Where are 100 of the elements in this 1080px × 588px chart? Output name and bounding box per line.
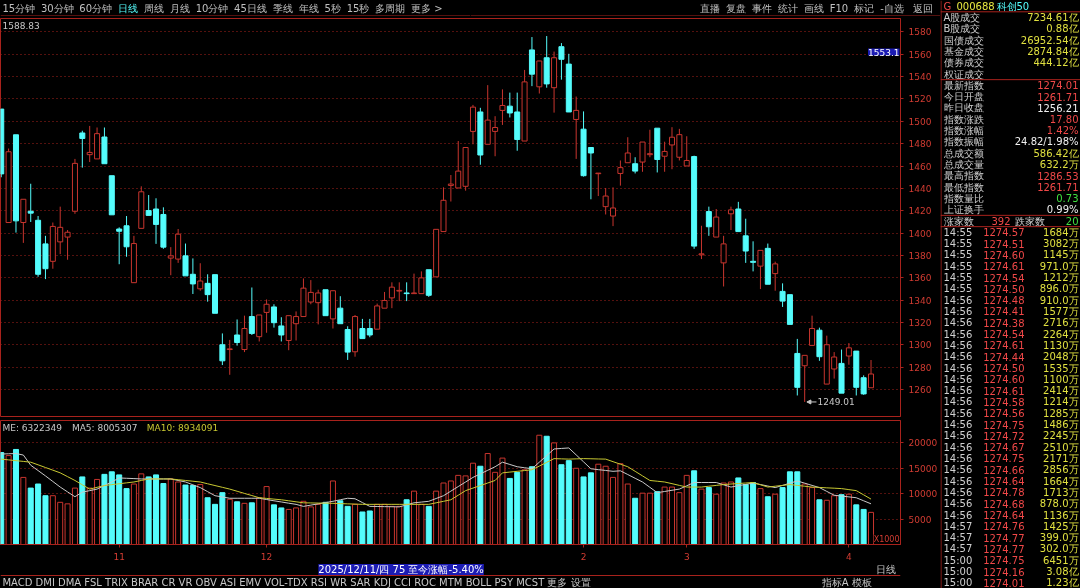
y-tick-label: 1280 [908, 362, 932, 373]
text: 14:56 1274.67 2510万 [943, 441, 1079, 454]
text: 14:56 1274.75 1486万 [943, 419, 1079, 431]
text: 14:56 1274.48 910.0万 [943, 294, 1079, 307]
text: MA10: 8934091 [146, 422, 219, 433]
text: 15:00 1274.01 1.23亿 [943, 577, 1079, 588]
y-tick-label: 10000 [908, 489, 938, 500]
text: 14:56 1274.58 1214万 [943, 396, 1079, 408]
text: 日线 [117, 3, 138, 14]
y-tick-label: 1400 [908, 228, 932, 239]
y-tick-label: 1480 [908, 139, 932, 150]
y-tick-label: 1320 [908, 318, 932, 329]
text: 周线 [143, 3, 164, 14]
text: 指数量比 0.73 [943, 192, 1079, 205]
y-tick-label: 1260 [908, 385, 932, 396]
text: MACD DMI DMA FSL TRIX BRAR CR VR OBV ASI EMV VOL-TDX RSI WR SAR KDJ CCI ROC MTM BOLL PSY MCST 更多 设置 [2, 577, 591, 588]
text: 返回 [912, 3, 933, 14]
text: A股成交 7234.61亿 [943, 11, 1079, 23]
y-tick-label: 1340 [908, 295, 932, 306]
text: 季线 [272, 3, 293, 14]
text: 总成交量 632.2万 [943, 158, 1079, 170]
y-tick-label: 15000 [908, 463, 938, 474]
y-tick-label: 1380 [908, 251, 932, 262]
text: 14:56 1274.61 1130万 [943, 339, 1079, 352]
text: 14:55 1274.54 1212万 [943, 272, 1079, 284]
text: 日线 [875, 564, 896, 575]
text: 14:55 1274.60 1145万 [943, 249, 1079, 261]
text: 14:56 1274.75 2171万 [943, 452, 1079, 465]
text: 14:56 1274.78 1713万 [943, 486, 1079, 499]
text: 14:57 1274.77 399.0万 [943, 532, 1079, 544]
text: 14:55 1274.61 971.0万 [943, 260, 1079, 273]
text: 14:56 1274.54 2264万 [943, 328, 1079, 341]
text: 指数涨跌 17.80 [943, 113, 1079, 126]
y-tick-label: 5000 [908, 514, 932, 525]
text: 复盘 [725, 3, 746, 14]
y-tick-label: 1300 [908, 340, 932, 351]
x-tick-label: 4 [846, 551, 853, 562]
y-tick-label: 1580 [908, 27, 932, 38]
annotation: ME: 6322349 [2, 422, 63, 433]
text: 画线 [803, 3, 824, 14]
text: 15秒 [346, 3, 370, 14]
text: 14:56 1274.66 2856万 [943, 464, 1079, 476]
text: 14:56 1274.50 1535万 [943, 362, 1079, 374]
text: 14:55 1274.50 896.0万 [943, 283, 1079, 295]
y-tick-label: 1520 [908, 94, 932, 105]
text: 15:00 1274.75 6451万 [943, 554, 1079, 567]
text: -自选 [880, 3, 904, 14]
text: 国债成交 26952.54亿 [943, 34, 1079, 46]
text: 指标A 模板 [820, 577, 872, 588]
text: 月线 [169, 3, 190, 14]
x-tick-label: 2 [580, 551, 587, 562]
text: 债券成交 444.12亿 [943, 57, 1079, 69]
text: 统计 [777, 3, 798, 14]
text: 30分钟 [40, 3, 74, 14]
text: 年线 [298, 3, 319, 14]
text: 14:55 1274.51 3082万 [943, 238, 1079, 250]
text: 14:56 1274.44 2048万 [943, 351, 1079, 363]
text: 多周期 [375, 3, 406, 14]
x-tick-label: 3 [683, 551, 690, 562]
text: 14:56 1274.38 2716万 [943, 317, 1079, 329]
text: MA5: 8005307 [71, 422, 138, 433]
text: 10分钟 [195, 3, 229, 14]
y-tick-label: 1500 [908, 116, 932, 127]
text: 今日开盘 1261.71 [943, 91, 1079, 103]
text: 事件 [751, 3, 772, 14]
y-tick-label: 1420 [908, 206, 932, 217]
text: 14:56 1274.56 1285万 [943, 407, 1079, 420]
text: 14:56 1274.64 1136万 [943, 509, 1079, 521]
text: 14:56 1274.60 1100万 [943, 373, 1079, 386]
x-tick-label: 12 [260, 551, 273, 562]
text: 14:56 1274.72 2245万 [943, 430, 1079, 442]
y-axis-title: X1000 [873, 534, 900, 544]
annotation: 1588.83 [2, 20, 40, 31]
text: F10 [829, 3, 849, 14]
text: 最低指数 1261.71 [943, 181, 1079, 194]
text: 14:56 1274.61 2414万 [943, 385, 1079, 397]
text: 涨家数 392 跌家数 20 [943, 215, 1079, 227]
text: 上证换手 0.99% [943, 204, 1079, 216]
text: 指数振幅 24.82/1.98% [943, 136, 1079, 148]
text: 14:57 1274.76 1425万 [943, 520, 1079, 533]
text: 权证成交 [942, 68, 984, 80]
text: 14:56 1274.41 1577万 [943, 305, 1079, 318]
text: 14:57 1274.77 302.0万 [943, 543, 1079, 555]
annotation: 1249.01 [817, 397, 855, 408]
text: 最新指数 1274.01 [943, 79, 1079, 92]
y-tick-label: 1360 [908, 273, 932, 284]
y-tick-label: 1540 [908, 72, 932, 83]
text: 14:56 1274.68 878.0万 [943, 498, 1079, 510]
annotation: 1553.1 [868, 47, 900, 58]
text: 15分钟 [2, 3, 36, 14]
y-tick-label: 1560 [908, 49, 932, 60]
text: 昨日收盘 1256.21 [943, 102, 1079, 114]
text: 45日线 [234, 3, 267, 14]
text: B股成交 0.88亿 [943, 23, 1079, 35]
text: 标记 [853, 3, 875, 14]
text: 14:56 1274.64 1664万 [943, 475, 1079, 488]
text: 指数涨幅 1.42% [943, 125, 1079, 137]
y-tick-label: 20000 [908, 438, 938, 449]
text: 2025/12/11/四 75 至今涨幅-5.40% [318, 564, 484, 575]
text: 15:00 1274.16 3.08亿 [943, 566, 1079, 578]
